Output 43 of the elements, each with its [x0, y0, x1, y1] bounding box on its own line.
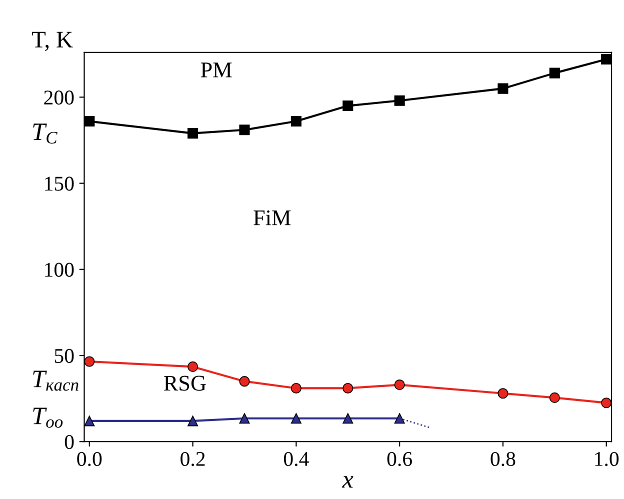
y-tick-label: 0: [64, 434, 74, 450]
point: [342, 382, 354, 394]
point: [239, 413, 250, 424]
y-axis-title: T, K: [32, 32, 73, 51]
point: [601, 398, 612, 408]
point: [549, 68, 560, 78]
text: T$_{C}$: [33, 124, 58, 144]
point: [188, 361, 198, 372]
y-tick-label: 100: [45, 262, 74, 277]
y-tick-label: 50: [54, 348, 74, 363]
x-tick-label: 0.2: [180, 452, 205, 466]
x-tick-label: 0.4: [284, 452, 309, 466]
point: [290, 413, 302, 424]
y-tick-label: 200: [44, 90, 74, 105]
point: [549, 392, 560, 403]
point: [498, 388, 508, 399]
text: T$_{оо}$: [33, 408, 63, 428]
text: T$_{касп}$: [33, 370, 78, 391]
point: [290, 382, 302, 394]
x-tick-label: 1.0: [595, 452, 619, 466]
point: [188, 416, 198, 426]
annotation: FiM: [254, 210, 291, 226]
point: [342, 413, 354, 424]
x-axis-title: x: [342, 476, 354, 488]
x-tick-label: 0.8: [490, 452, 516, 466]
annotation: PM: [200, 62, 232, 78]
point: [84, 116, 95, 127]
x-tick-label: 0.6: [387, 452, 412, 466]
y-tick-label: 150: [45, 176, 74, 191]
point: [394, 380, 405, 390]
point: [188, 128, 198, 139]
point: [601, 54, 612, 65]
point: [290, 116, 302, 127]
x-tick-label: 0.0: [77, 452, 102, 466]
point: [239, 376, 250, 387]
point: [498, 83, 508, 94]
point: [342, 100, 354, 112]
annotation: RSG: [164, 376, 206, 391]
point: [84, 416, 95, 426]
point: [394, 413, 405, 424]
point: [394, 95, 405, 106]
point: [84, 356, 95, 367]
point: [239, 124, 250, 136]
